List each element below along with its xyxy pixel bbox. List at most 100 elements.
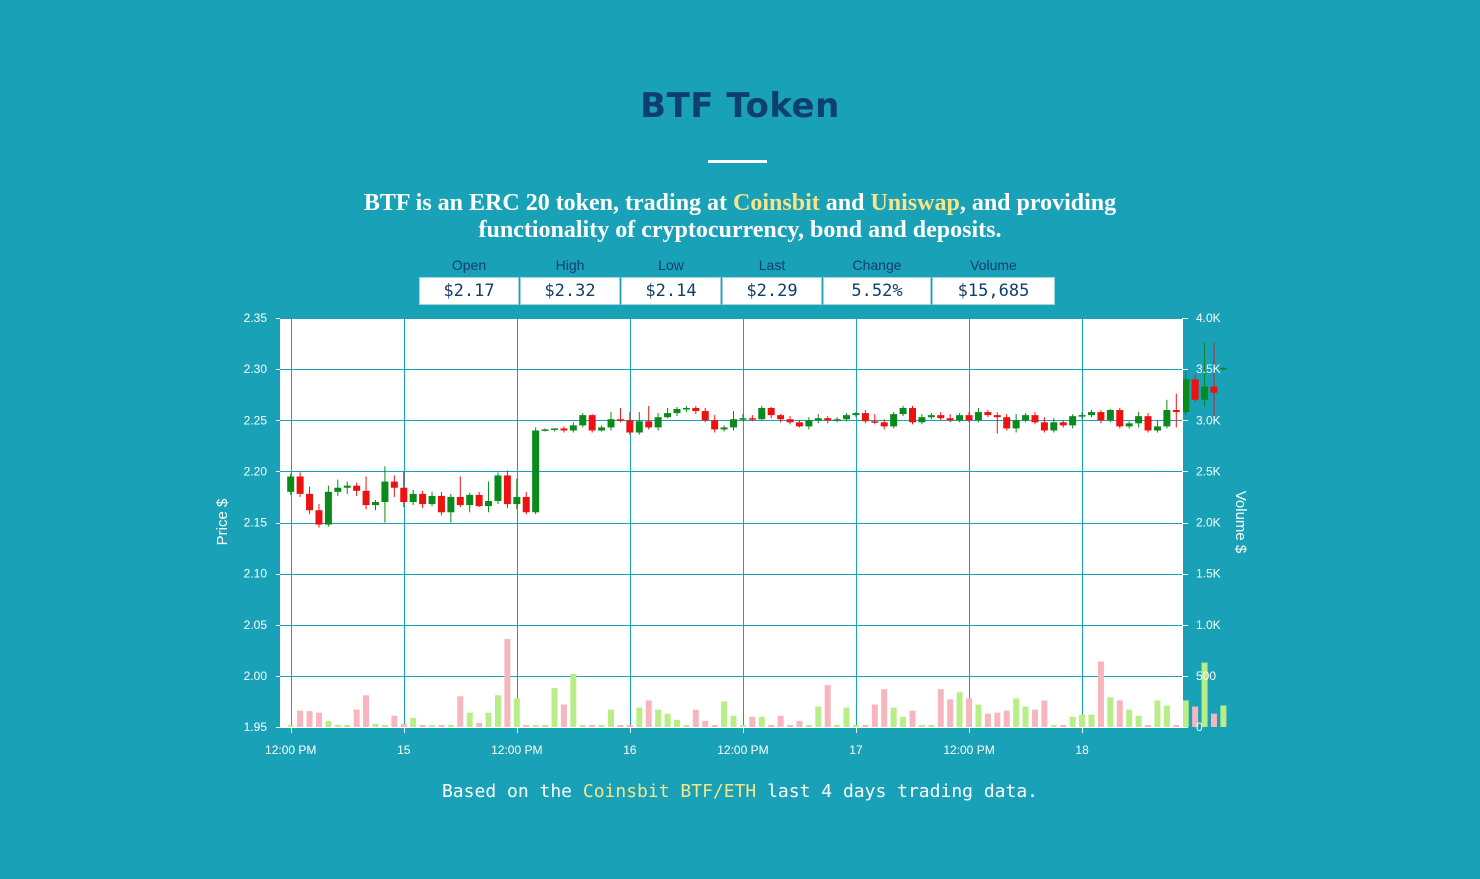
candle-body	[861, 413, 869, 422]
volume-bar	[834, 724, 841, 727]
volume-bar	[1050, 724, 1057, 727]
candle-body	[494, 475, 502, 502]
stat-label: Volume	[970, 257, 1017, 273]
volume-bar	[852, 724, 859, 727]
stat-value: $2.14	[621, 277, 721, 305]
candle-body	[381, 481, 389, 503]
candle-body	[419, 493, 427, 505]
stat-value: $15,685	[932, 277, 1055, 305]
stat-label: Change	[852, 257, 902, 273]
y2-tick-label: 1.0K	[1196, 618, 1221, 632]
volume-bar	[287, 724, 294, 727]
y2-axis-title: Volume $	[1232, 491, 1249, 554]
stat-label: Last	[758, 257, 786, 273]
volume-bar	[1022, 706, 1029, 727]
candle-body	[918, 417, 926, 423]
candle-body	[296, 476, 304, 494]
candle-body	[843, 415, 851, 420]
candle-body	[1031, 415, 1039, 423]
volume-bar	[937, 689, 944, 727]
volume-bar	[1154, 700, 1161, 727]
volume-bar	[768, 724, 775, 727]
candle-body	[315, 510, 323, 525]
title-divider	[708, 160, 767, 163]
volume-bar	[1069, 716, 1076, 727]
stat-last: Last $2.29	[722, 255, 822, 305]
volume-bar	[297, 710, 304, 727]
volume-bar	[636, 707, 643, 727]
volume-bar	[589, 724, 596, 727]
candle-body	[965, 415, 973, 421]
volume-bar	[476, 722, 483, 727]
candle-body	[1106, 410, 1114, 421]
volume-bar	[749, 716, 756, 727]
volume-bar	[900, 716, 907, 727]
y2-tick-label: 3.5K	[1196, 362, 1221, 376]
volume-bar	[579, 724, 586, 727]
candle-body	[654, 417, 662, 428]
candle-body	[598, 427, 606, 431]
volume-bar	[787, 724, 794, 727]
uniswap-link[interactable]: Uniswap	[870, 190, 960, 216]
coinsbit-link[interactable]: Coinsbit	[733, 190, 820, 216]
candle-body	[730, 419, 737, 428]
description-line-2: functionality of cryptocurrency, bond an…	[478, 217, 1002, 243]
volume-bar	[372, 723, 379, 727]
candle-body	[1022, 415, 1030, 421]
y-axis-title: Price $	[214, 498, 231, 545]
candle-body	[682, 407, 690, 410]
candle-body	[1191, 379, 1199, 400]
candle-body	[437, 495, 445, 513]
volume-bar	[645, 700, 652, 727]
candle-body	[475, 494, 483, 507]
volume-bar	[608, 709, 615, 727]
candle-body	[1003, 417, 1011, 429]
candle-body	[456, 496, 464, 506]
volume-bar	[570, 673, 577, 727]
volume-bar	[721, 701, 728, 727]
candle-body	[1088, 412, 1095, 416]
candle-body	[645, 421, 653, 428]
candle-body	[1040, 422, 1048, 431]
volume-bar	[447, 724, 454, 727]
candle-body	[503, 475, 511, 505]
volume-bar	[1003, 710, 1010, 727]
candle-body	[1172, 410, 1180, 413]
volume-bar	[1097, 661, 1104, 727]
candle-body	[1059, 422, 1067, 426]
footer-note: Based on the Coinsbit BTF/ETH last 4 day…	[0, 781, 1480, 802]
candle-body	[513, 496, 521, 505]
candle-body	[880, 422, 888, 427]
candle-body	[1012, 420, 1020, 429]
candle-body	[560, 428, 568, 431]
volume-bar	[1192, 706, 1199, 727]
candle-body	[899, 407, 907, 415]
y2-tick-label: 2.5K	[1196, 464, 1221, 478]
volume-bar	[400, 723, 407, 727]
volume-bar	[994, 712, 1001, 727]
candle-body	[946, 418, 954, 421]
y-tick-label: 2.15	[244, 516, 268, 530]
candle-body	[353, 485, 361, 491]
candle-body	[1125, 423, 1133, 427]
stat-open: Open $2.17	[419, 255, 519, 305]
volume-bar	[438, 724, 445, 727]
coinsbit-pair-link[interactable]: Coinsbit BTF/ETH	[582, 781, 757, 802]
y-tick-label: 2.05	[244, 618, 268, 632]
volume-bar	[1182, 700, 1189, 727]
x-tick-label: 15	[397, 743, 411, 757]
volume-bar	[1163, 705, 1170, 727]
volume-bar	[1173, 724, 1180, 727]
candle-body	[777, 415, 785, 420]
candle-body	[1153, 426, 1161, 431]
volume-bar	[1041, 700, 1048, 727]
volume-bar	[1031, 709, 1038, 727]
volume-bar	[890, 707, 897, 727]
candle-body	[805, 420, 813, 427]
candle-body	[956, 415, 964, 421]
volume-bar	[702, 720, 709, 727]
volume-bar	[928, 724, 935, 727]
candle-body	[485, 501, 493, 507]
candle-body	[428, 495, 436, 505]
